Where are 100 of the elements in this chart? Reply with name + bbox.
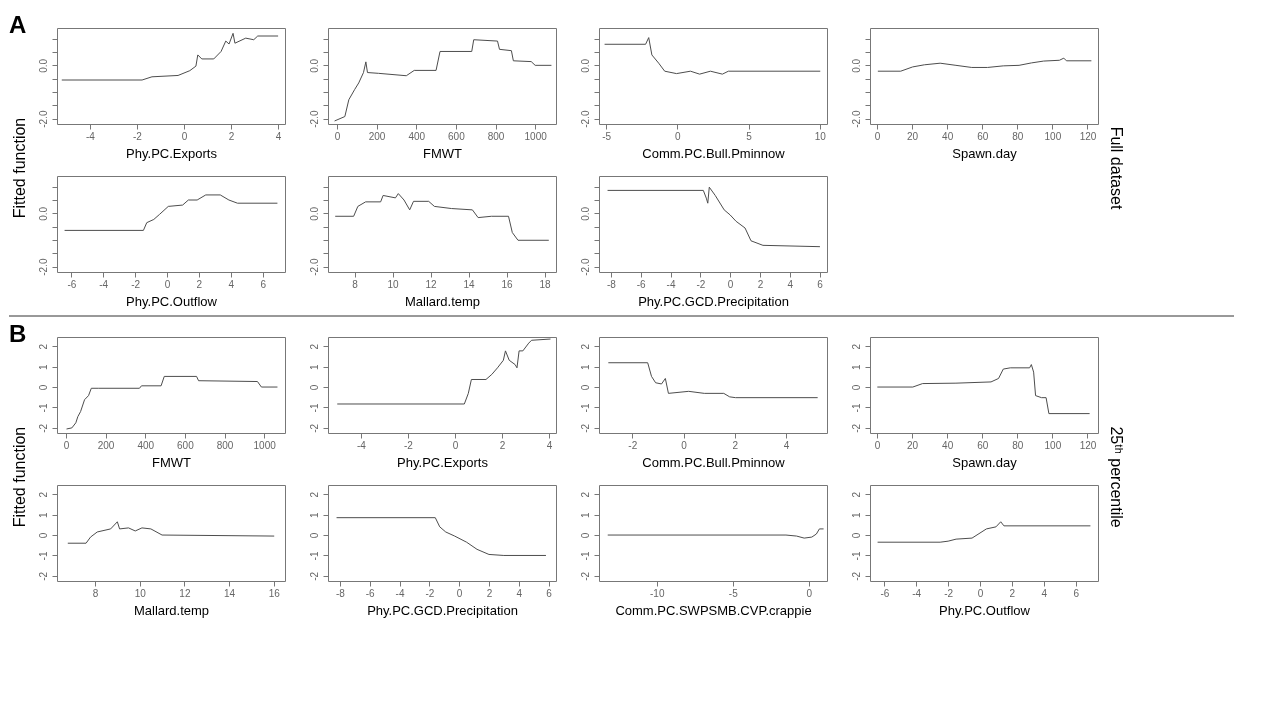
x-tick-label: 4 <box>787 278 794 290</box>
x-axis-title: Phy.PC.GCD.Precipitation <box>367 602 518 618</box>
y-tick-label: 0 <box>37 384 49 391</box>
y-tick-label: 1 <box>308 363 320 370</box>
y-tick-label: 2 <box>308 491 320 498</box>
text: B <box>9 320 27 347</box>
y-tick-label: 0.0 <box>37 58 49 73</box>
text: 25ᵗʰ percentile <box>1108 426 1125 528</box>
x-tick-label: 0 <box>977 587 984 599</box>
line-series <box>877 57 1092 72</box>
y-tick-label: 2 <box>579 491 591 498</box>
y-tick-label: -2 <box>850 571 862 581</box>
x-axis-title: Comm.PC.Bull.Pminnow <box>642 454 786 470</box>
line-series <box>64 194 278 231</box>
x-tick-label: 120 <box>1079 130 1097 142</box>
x-tick-label: 0 <box>806 587 813 599</box>
x-tick-label: 200 <box>97 439 115 451</box>
y-tick-label: -1 <box>579 551 591 561</box>
y-tick-label: -1 <box>850 551 862 561</box>
x-tick-label: -4 <box>85 130 96 142</box>
y-tick-label: 0.0 <box>579 206 591 221</box>
line-series <box>336 517 547 556</box>
y-tick-label: -2 <box>308 423 320 433</box>
x-tick-label: 8 <box>92 587 99 599</box>
line-series <box>335 193 549 241</box>
x-tick-label: 10 <box>134 587 147 599</box>
x-tick-label: 2 <box>499 439 506 451</box>
x-tick-label: -4 <box>356 439 367 451</box>
x-tick-label: 14 <box>463 278 476 290</box>
line-series <box>877 521 1091 543</box>
y-tick-label: 1 <box>37 511 49 518</box>
x-tick-label: 60 <box>977 130 989 142</box>
x-tick-label: -2 <box>403 439 414 451</box>
x-axis-title: Mallard.temp <box>133 602 210 618</box>
x-tick-label: 4 <box>228 278 235 290</box>
x-tick-label: 16 <box>268 587 281 599</box>
y-tick-label: -1 <box>37 551 49 561</box>
y-tick-label: 2 <box>579 343 591 350</box>
x-tick-label: -6 <box>636 278 647 290</box>
x-tick-label: 18 <box>539 278 552 290</box>
text: A <box>9 11 27 38</box>
line-series <box>607 528 824 539</box>
x-tick-label: -2 <box>628 439 638 451</box>
x-tick-label: 400 <box>408 130 426 142</box>
y-tick-label: -2 <box>308 571 320 581</box>
y-tick-label: 0 <box>850 532 862 539</box>
y-tick-label: 1 <box>37 363 49 370</box>
x-tick-label: -4 <box>666 278 676 290</box>
y-tick-label: 0.0 <box>579 58 591 73</box>
x-tick-label: -6 <box>67 278 77 290</box>
y-tick-label: 0 <box>308 532 320 539</box>
x-tick-label: 60 <box>977 439 989 451</box>
x-axis-title: Spawn.day <box>952 145 1018 161</box>
x-tick-label: -2 <box>696 278 706 290</box>
y-axis-title: Fitted function <box>11 117 28 219</box>
x-tick-label: 1000 <box>524 130 548 142</box>
x-tick-label: -8 <box>606 278 617 290</box>
y-tick-label: 0 <box>579 532 591 539</box>
x-axis-title: FMWT <box>152 454 192 470</box>
x-tick-label: 0 <box>874 130 881 142</box>
y-tick-label: -2 <box>579 423 591 433</box>
x-tick-label: 0 <box>874 439 881 451</box>
x-tick-label: 80 <box>1012 439 1024 451</box>
x-tick-label: 400 <box>137 439 155 451</box>
x-tick-label: 40 <box>942 439 954 451</box>
y-tick-label: -2 <box>579 571 591 581</box>
x-tick-label: 0 <box>164 278 171 290</box>
y-tick-label: -2.0 <box>37 258 49 276</box>
x-tick-label: 4 <box>516 587 523 599</box>
y-tick-label: -2.0 <box>579 258 591 276</box>
x-tick-label: -8 <box>335 587 346 599</box>
x-tick-label: 0 <box>456 587 463 599</box>
x-tick-label: 2 <box>196 278 203 290</box>
y-tick-label: 1 <box>850 363 862 370</box>
x-tick-label: 4 <box>275 130 282 142</box>
x-tick-label: -2 <box>131 278 141 290</box>
x-tick-label: 800 <box>487 130 505 142</box>
y-tick-label: 1 <box>579 363 591 370</box>
x-tick-label: 4 <box>1041 587 1048 599</box>
y-tick-label: 1 <box>579 511 591 518</box>
x-tick-label: 20 <box>907 439 919 451</box>
x-tick-label: 1000 <box>253 439 277 451</box>
x-tick-label: -4 <box>99 278 109 290</box>
y-tick-label: 2 <box>37 343 49 350</box>
y-tick-label: -1 <box>37 403 49 413</box>
y-tick-label: -2 <box>37 423 49 433</box>
line-series <box>66 375 278 430</box>
x-tick-label: 2 <box>757 278 764 290</box>
x-tick-label: -2 <box>425 587 435 599</box>
x-tick-label: 0 <box>675 130 682 142</box>
x-tick-label: 2 <box>732 439 739 451</box>
y-tick-label: -2.0 <box>579 110 591 128</box>
y-tick-label: 2 <box>308 343 320 350</box>
y-tick-label: 2 <box>850 491 862 498</box>
x-tick-label: 10 <box>814 130 827 142</box>
x-tick-label: 6 <box>260 278 267 290</box>
y-axis-title: Fitted function <box>11 426 28 528</box>
x-tick-label: 0 <box>63 439 70 451</box>
x-tick-label: 8 <box>352 278 359 290</box>
y-tick-label: 1 <box>308 511 320 518</box>
